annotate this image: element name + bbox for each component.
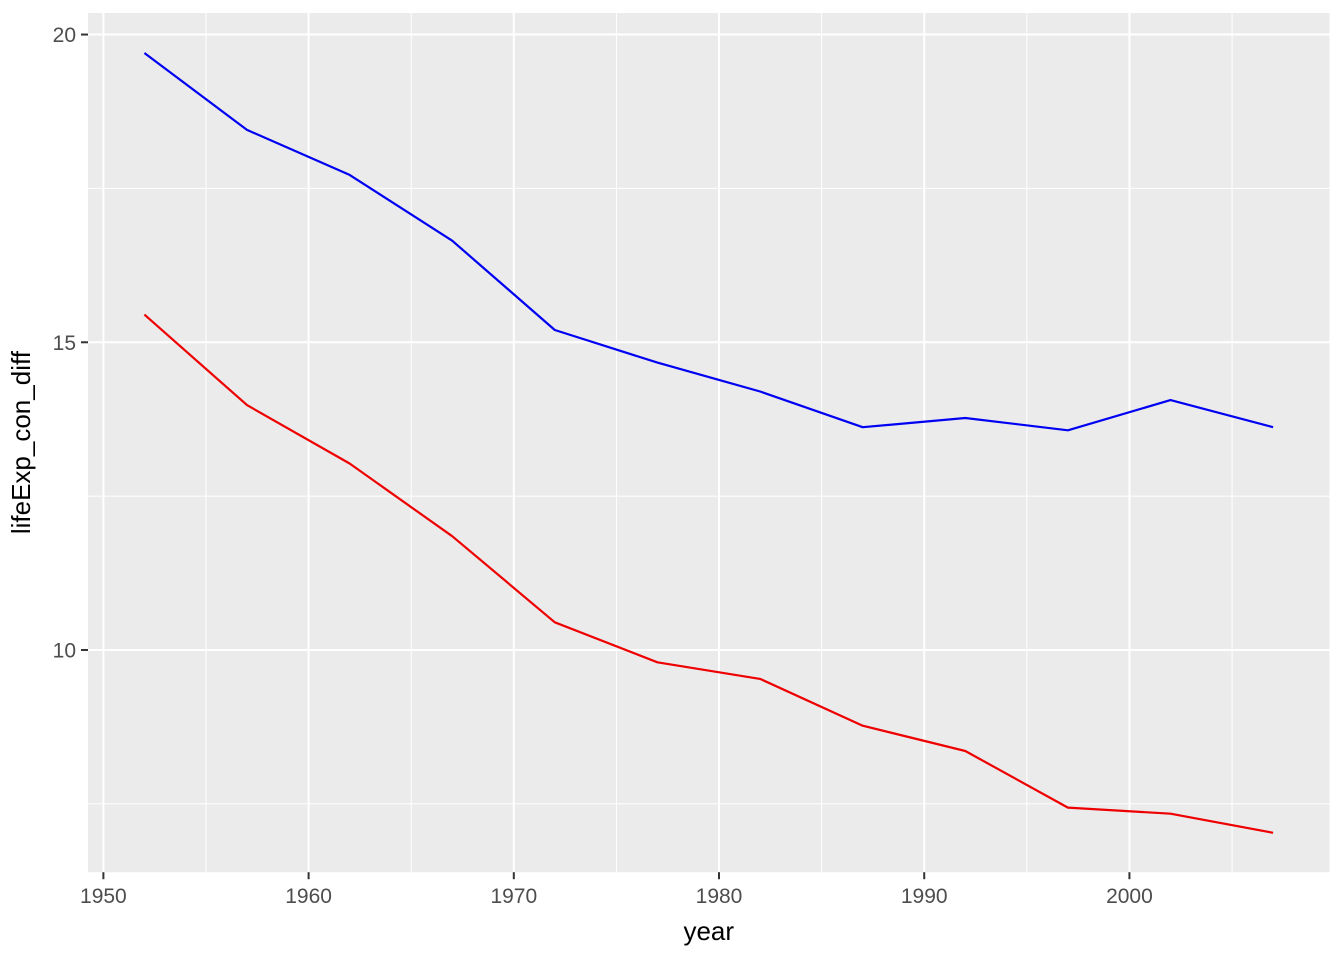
minor-gridlines [88, 13, 1330, 873]
data-series [143, 52, 1274, 834]
x-tick-label: 1990 [901, 885, 948, 908]
y-tick-label: 10 [53, 640, 76, 663]
axis-tick-labels: 1950 1960 1970 1980 1990 2000 10 15 20 [53, 24, 1153, 908]
x-axis-title: year [683, 916, 734, 946]
x-tick-label: 2000 [1106, 885, 1153, 908]
red-line [143, 313, 1274, 834]
x-tick-label: 1960 [285, 885, 332, 908]
y-axis-title: lifeExp_con_diff [6, 350, 36, 534]
y-tick-label: 15 [53, 332, 76, 355]
x-tick-label: 1950 [80, 885, 127, 908]
blue-line [143, 52, 1274, 432]
panel-background [88, 13, 1330, 873]
axis-tick-marks [81, 33, 1131, 880]
y-tick-label: 20 [53, 24, 76, 47]
x-tick-label: 1970 [490, 885, 537, 908]
x-tick-label: 1980 [696, 885, 743, 908]
